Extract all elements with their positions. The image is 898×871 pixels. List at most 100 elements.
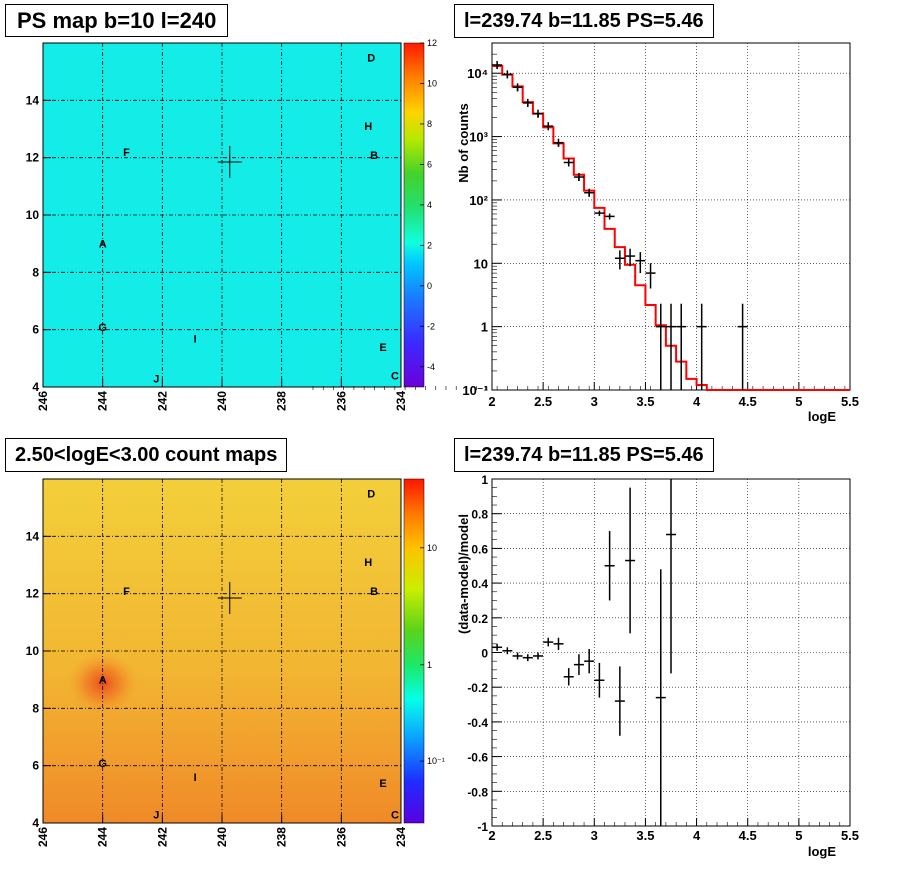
map-y-tick-label: 10 — [26, 208, 40, 222]
residual-title: l=239.74 b=11.85 PS=5.46 — [454, 438, 714, 472]
x-tick-label: 2.5 — [534, 828, 552, 843]
x-axis-label: logE — [808, 844, 836, 859]
residual-point — [492, 643, 503, 651]
map-y-tick-label: 14 — [26, 529, 40, 543]
map-x-tick-label: 244 — [96, 827, 110, 847]
residual-data-series — [492, 479, 676, 826]
y-tick-label: 0.6 — [471, 542, 488, 556]
map-x-tick-label: 234 — [394, 391, 408, 411]
x-tick-label: 5 — [795, 828, 802, 843]
source-label-e: E — [379, 778, 386, 790]
data-point — [522, 98, 533, 107]
ps-map-source-labels: D H F B A G I E J C — [98, 52, 399, 385]
count-map-axes: 246 244 242 240 238 236 234 4 6 8 10 12 14 — [26, 529, 408, 847]
source-label-i: I — [194, 333, 197, 345]
y-tick-label: -1 — [477, 820, 488, 834]
x-tick-label: 3 — [591, 394, 598, 409]
y-axis-label: Nb of counts — [456, 103, 471, 182]
y-tick-label: -0.2 — [467, 681, 488, 695]
source-label-i: I — [194, 772, 197, 784]
map-y-tick-label: 12 — [26, 151, 40, 165]
data-point — [666, 303, 676, 390]
spectrum-panel: 2 2.5 3 3.5 4 4.5 5 5.5 10⁻¹ 1 10 10² 10³ 10⁴ logE Nb o… — [312, 42, 859, 424]
source-label-h: H — [364, 121, 372, 133]
y-tick-label: 0.8 — [471, 508, 488, 522]
residual-point — [594, 662, 605, 698]
data-point — [737, 303, 748, 390]
map-x-tick-label: 234 — [394, 827, 408, 847]
source-label-f: F — [123, 586, 130, 598]
ps-map-colorbar-ticks: 12 10 8 6 4 2 0 -2 -4 — [420, 38, 437, 372]
map-y-tick-label: 6 — [32, 323, 39, 337]
data-point — [594, 210, 605, 216]
map-y-tick-label: 8 — [32, 265, 39, 279]
colorbar-tick-label: -2 — [427, 321, 435, 331]
data-point — [614, 250, 625, 270]
source-label-j: J — [153, 373, 159, 385]
colorbar-tick-label: 10⁻¹ — [427, 756, 445, 766]
map-x-tick-label: 240 — [215, 827, 229, 847]
data-point — [696, 303, 707, 390]
data-point — [533, 109, 544, 118]
data-point — [563, 158, 574, 167]
map-y-tick-label: 10 — [26, 644, 40, 658]
count-map-title: 2.50<logE<3.00 count maps — [5, 438, 288, 472]
y-tick-label: 10 — [474, 256, 488, 271]
y-tick-label: -0.4 — [467, 716, 488, 730]
source-label-b: B — [370, 150, 378, 162]
map-x-tick-label: 236 — [334, 827, 348, 847]
source-label-b: B — [370, 586, 378, 598]
residual-point — [655, 569, 666, 826]
ps-map-grid — [43, 43, 401, 387]
source-label-g: G — [98, 322, 107, 334]
data-point — [553, 138, 564, 147]
x-axis-label: logE — [808, 409, 836, 424]
colorbar-tick-label: 1 — [427, 660, 432, 670]
x-tick-label: 4.5 — [739, 828, 757, 843]
y-tick-label: 10² — [469, 193, 488, 208]
x-tick-label: 4 — [693, 828, 701, 843]
spectrum-data-series — [492, 60, 748, 390]
y-tick-label: -0.6 — [467, 751, 488, 765]
residual-point — [573, 654, 584, 676]
data-point — [492, 60, 503, 69]
residual-point — [512, 652, 523, 660]
map-y-tick-label: 4 — [32, 816, 39, 830]
map-y-tick-label: 4 — [32, 380, 39, 394]
source-label-a: A — [99, 675, 107, 687]
data-point — [645, 263, 656, 289]
map-x-tick-label: 240 — [215, 391, 229, 411]
map-x-tick-label: 242 — [155, 391, 169, 411]
y-tick-label: 10³ — [469, 130, 488, 145]
map-y-tick-label: 14 — [26, 93, 40, 107]
source-label-j: J — [153, 809, 159, 821]
model-histogram-line — [492, 65, 850, 391]
residual-point — [563, 668, 574, 686]
source-label-a: A — [99, 239, 107, 251]
residual-point — [625, 487, 636, 634]
colorbar-tick-label: 12 — [427, 38, 437, 48]
residual-panel: 2 2.5 3 3.5 4 4.5 5 5.5 1 0.8 0.6 0.4 0.2 0 -0.2 -0.4 -0… — [456, 473, 859, 859]
data-point — [584, 188, 595, 197]
source-label-e: E — [379, 342, 386, 354]
data-point — [655, 303, 666, 390]
ps-map-title: PS map b=10 l=240 — [5, 4, 229, 37]
map-x-tick-label: 238 — [275, 391, 289, 411]
colorbar-tick-label: 0 — [427, 281, 432, 291]
data-point — [604, 213, 615, 220]
x-tick-label: 5.5 — [841, 828, 859, 843]
colorbar-tick-label: 4 — [427, 200, 432, 210]
y-axis-label: (data-model)/model — [456, 514, 471, 634]
source-label-d: D — [367, 52, 375, 64]
residual-point — [553, 637, 564, 650]
y-tick-label: 1 — [481, 320, 488, 335]
residual-point — [584, 649, 595, 674]
source-label-c: C — [391, 809, 399, 821]
spectrum-title: l=239.74 b=11.85 PS=5.46 — [454, 4, 714, 38]
map-x-tick-label: 246 — [36, 827, 50, 847]
residual-grid — [492, 479, 850, 826]
y-tick-label: 0 — [481, 647, 488, 661]
residual-point — [522, 654, 533, 662]
